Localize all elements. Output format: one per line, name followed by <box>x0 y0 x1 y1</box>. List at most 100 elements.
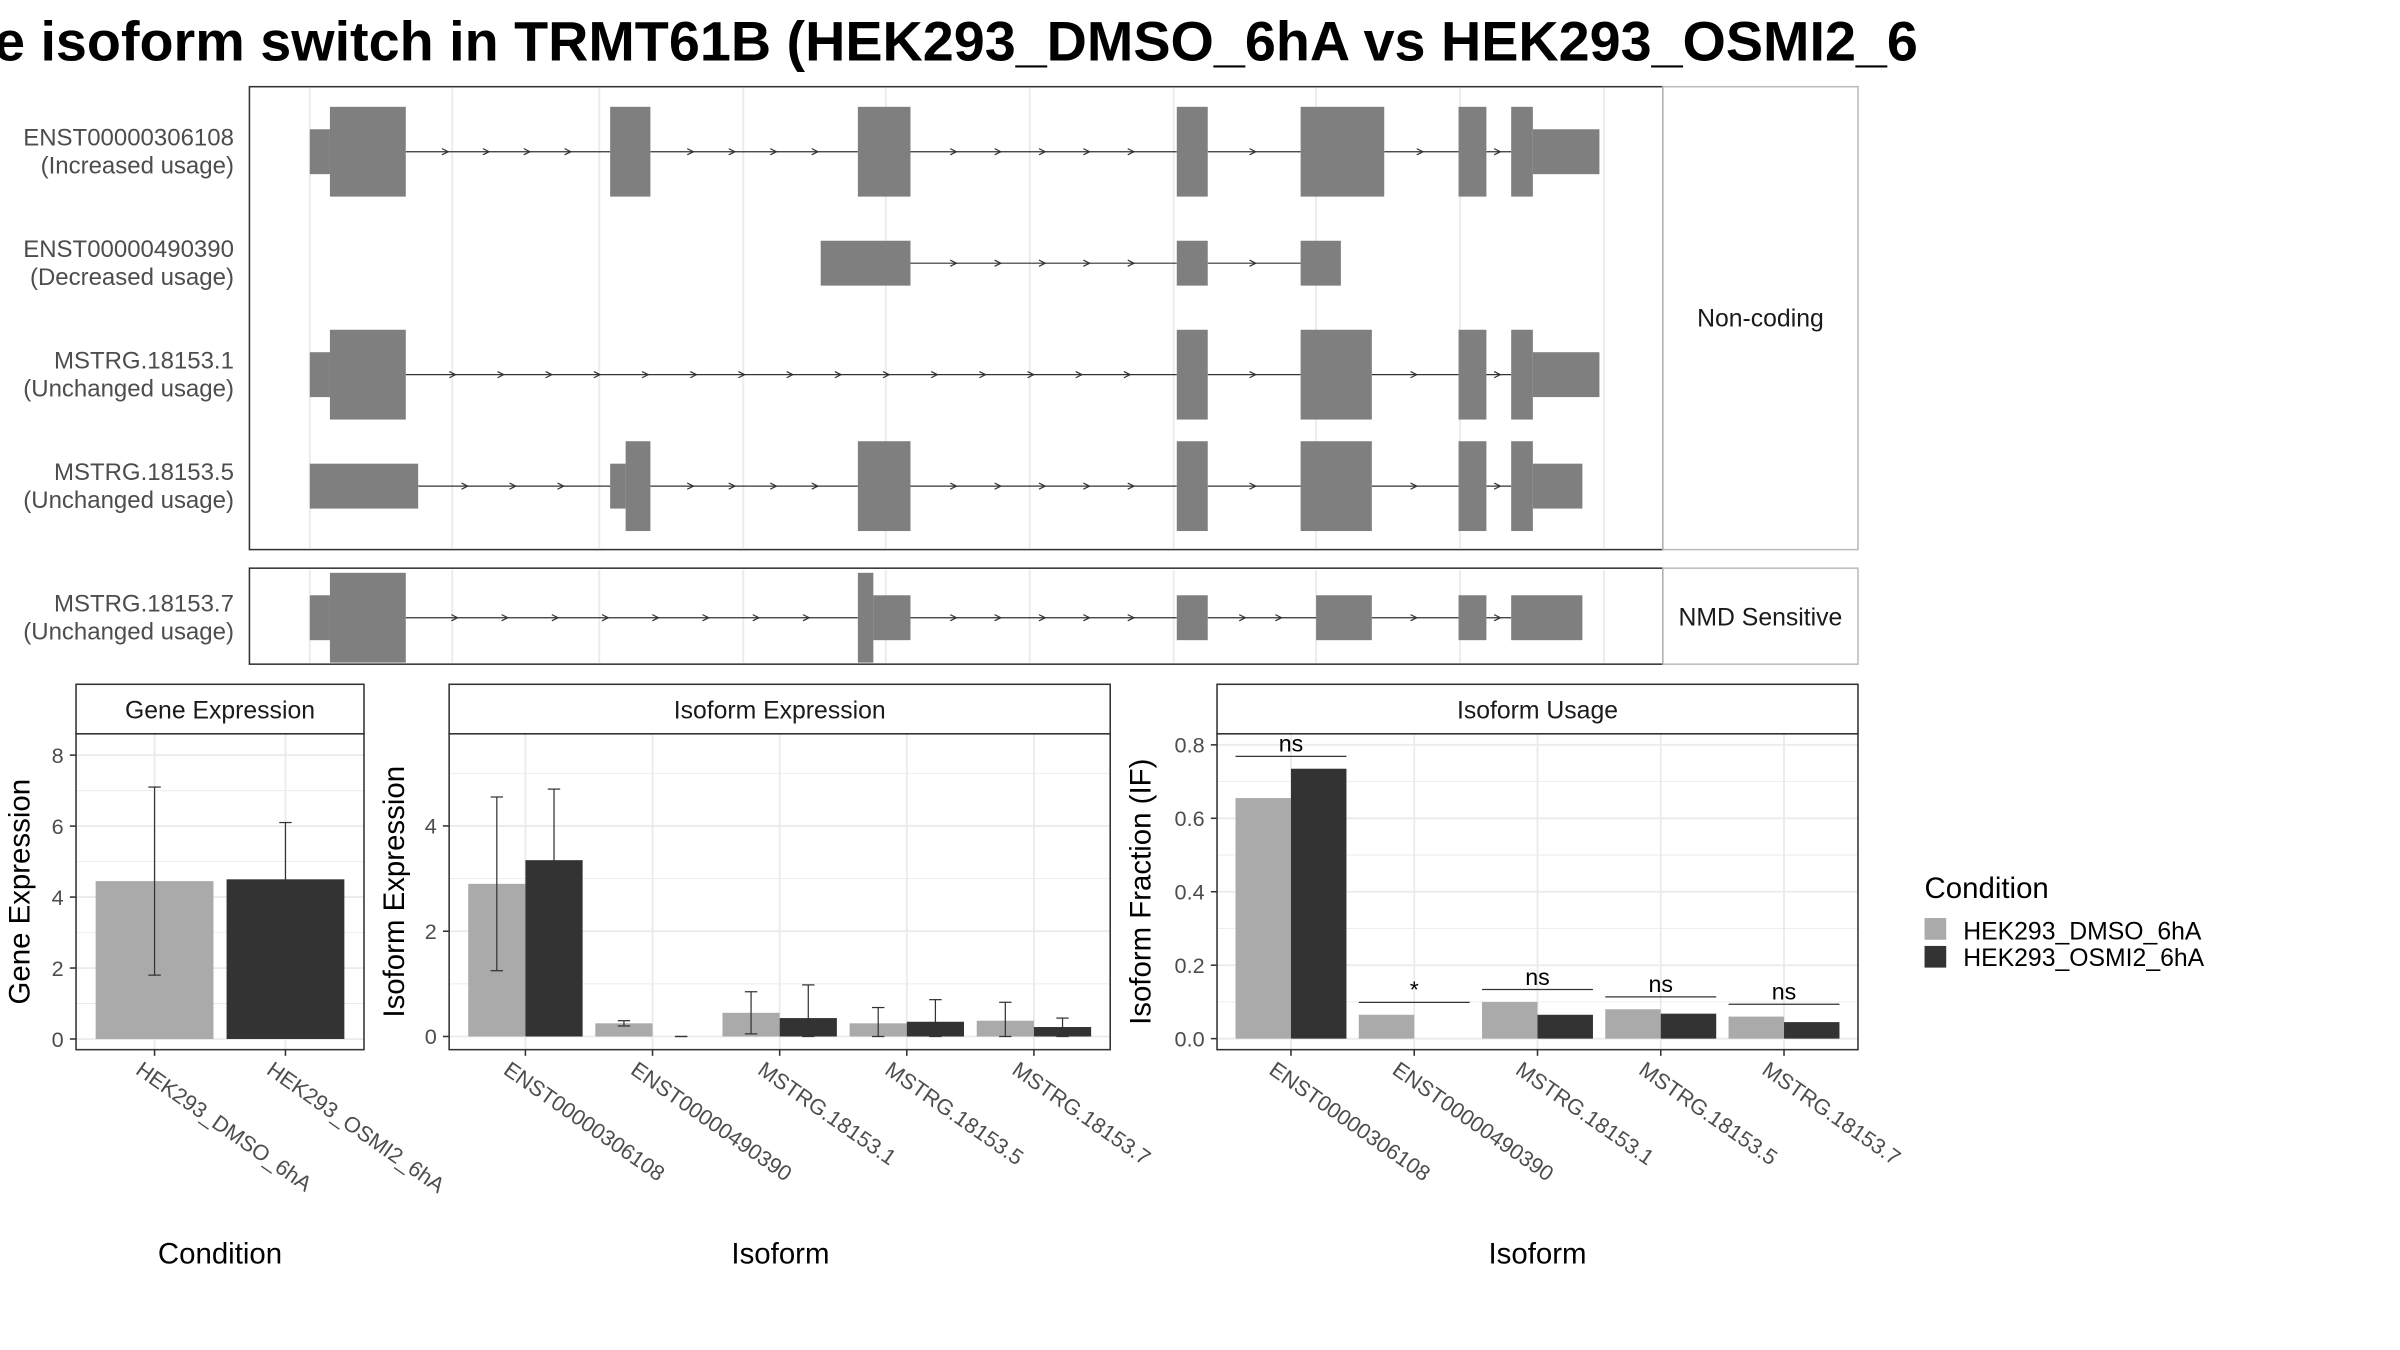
bar <box>1482 1001 1538 1039</box>
bar <box>1784 1022 1840 1039</box>
y-tick-label: 4 <box>52 885 64 910</box>
chart-title: Gene Expression <box>125 697 315 724</box>
transcript-rows: ENST00000306108(Increased usage) ENST0000… <box>23 106 1600 532</box>
intron-arrow <box>1249 148 1258 156</box>
intron-arrow <box>834 371 843 379</box>
intron-arrow <box>501 614 510 622</box>
intron-arrow <box>523 148 532 156</box>
intron-arrow <box>1416 148 1425 156</box>
y-tick-label: 2 <box>425 919 437 944</box>
utr-exon <box>1458 595 1487 641</box>
coding-exon <box>1300 441 1372 532</box>
intron-arrow <box>882 371 891 379</box>
facet-strip <box>1662 85 1859 551</box>
intron-arrow <box>551 614 560 622</box>
intron-arrow <box>1410 614 1419 622</box>
utr-exon <box>820 240 911 286</box>
coding-exon <box>1300 329 1372 420</box>
coding-exon <box>1176 441 1208 532</box>
coding-exon <box>610 106 651 197</box>
legend-swatch-dmso <box>1924 918 1947 940</box>
intron-arrow <box>1083 482 1091 490</box>
bar <box>595 1023 653 1037</box>
bar <box>1728 1016 1785 1039</box>
intron-arrow <box>1493 482 1502 490</box>
intron-arrow <box>497 371 506 379</box>
intron-arrow <box>1493 614 1502 622</box>
coding-exon <box>329 106 406 197</box>
y-tick-label: 0.0 <box>1175 1026 1205 1051</box>
intron-arrow <box>1127 259 1136 267</box>
intron-arrow <box>1038 614 1047 622</box>
utr-exon <box>309 129 330 175</box>
chart-strip <box>75 683 365 735</box>
intron-arrow <box>1083 614 1091 622</box>
intron-arrow <box>811 148 820 156</box>
bar <box>1605 1009 1661 1039</box>
intron-arrow <box>728 482 737 490</box>
intron-arrow <box>949 148 958 156</box>
coding-exon <box>1458 329 1487 420</box>
coding-exon <box>1458 441 1487 532</box>
intron-arrow <box>752 614 761 622</box>
legend: Condition HEK293_DMSO_6hA HEK293_OSMI2_6… <box>1924 872 2205 972</box>
utr-exon <box>610 463 626 509</box>
legend-swatch-osmi2 <box>1924 945 1947 968</box>
intron-arrow <box>441 148 450 156</box>
x-axis-title: Isoform <box>731 1237 829 1270</box>
intron-arrow <box>949 482 958 490</box>
coding-exon <box>857 106 911 197</box>
y-tick-label: 8 <box>52 743 64 768</box>
transcript-name: MSTRG.18153.7 <box>54 591 234 618</box>
intron-arrow <box>802 614 811 622</box>
intron-arrow <box>564 148 573 156</box>
transcript-usage-label: (Unchanged usage) <box>23 618 234 645</box>
y-tick-label: 0.6 <box>1175 806 1205 831</box>
coding-exon <box>1176 106 1208 197</box>
intron-arrow <box>1493 148 1502 156</box>
significance-label: ns <box>1525 964 1550 990</box>
intron-arrow <box>545 371 554 379</box>
x-axis-title: Isoform <box>1488 1237 1586 1270</box>
intron-arrow <box>461 482 470 490</box>
legend-title: Condition <box>1925 872 2049 905</box>
intron-arrow <box>930 371 939 379</box>
transcript-usage-label: (Increased usage) <box>41 152 234 179</box>
chart-title: Isoform Usage <box>1457 697 1618 724</box>
structure-panel-nmd: MSTRG.18153.7(Unchanged usage) NMD Sensi… <box>23 567 1859 665</box>
coding-exon <box>1300 106 1385 197</box>
y-axis-title: Gene Expression <box>4 779 37 1005</box>
chart-title: Isoform Expression <box>674 697 886 724</box>
significance-label: ns <box>1279 731 1304 757</box>
intron-arrow <box>994 259 1003 267</box>
intron-arrow <box>949 614 958 622</box>
facet-strip-label: Non-coding <box>1697 306 1824 333</box>
y-tick-label: 4 <box>425 814 437 839</box>
significance-label: * <box>1410 977 1419 1003</box>
transcript-name: MSTRG.18153.5 <box>54 459 234 486</box>
x-tick-label: MSTRG.18153.5 <box>881 1056 1028 1170</box>
utr-exon <box>309 595 330 641</box>
intron-arrow <box>1127 614 1136 622</box>
chart-strip <box>448 683 1111 735</box>
intron-arrow <box>1410 482 1419 490</box>
intron-arrow <box>1249 371 1258 379</box>
transcript-usage-label: (Unchanged usage) <box>23 487 234 514</box>
intron-arrow <box>652 614 660 622</box>
y-tick-label: 0 <box>52 1027 64 1052</box>
coding-exon <box>329 329 406 420</box>
coding-exon <box>625 441 651 532</box>
transcript-usage-label: (Decreased usage) <box>30 264 234 291</box>
intron-arrow <box>593 371 602 379</box>
y-axis-title: Isoform Expression <box>378 766 411 1018</box>
intron-arrow <box>786 371 795 379</box>
y-tick-label: 0.2 <box>1175 953 1205 978</box>
intron-arrow <box>769 482 778 490</box>
legend-label-osmi2: HEK293_OSMI2_6hA <box>1963 945 2204 972</box>
intron-arrow <box>1410 371 1419 379</box>
intron-arrow <box>728 148 737 156</box>
intron-arrow <box>702 614 711 622</box>
bar <box>1290 768 1347 1039</box>
intron-arrow <box>689 371 698 379</box>
